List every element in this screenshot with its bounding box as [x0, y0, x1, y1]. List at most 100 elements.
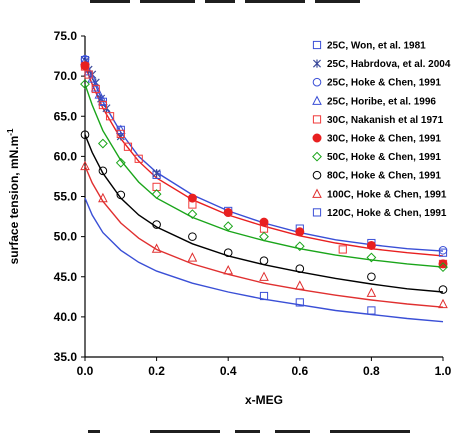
legend-marker	[312, 77, 322, 87]
y-tick-label: 60.0	[54, 149, 78, 163]
surface-tension-chart: 35.0 40.0 45.0 50.0 55.0 60.0 65.0 70.0 75.0 0.0…	[6, 29, 452, 407]
data-point	[223, 248, 233, 257]
fit-curve	[84, 65, 444, 257]
fit-curve	[84, 83, 444, 268]
legend-item: 50C, Hoke & Chen, 1991	[312, 151, 441, 163]
legend-label: 100C, Hoke & Chen, 1991	[327, 189, 447, 200]
legend-label: 25C, Hoke & Chen, 1991	[327, 78, 441, 89]
y-tick-label: 35.0	[54, 350, 78, 364]
data-point	[223, 208, 233, 218]
fit-curves	[84, 59, 444, 323]
legend-label: 50C, Hoke & Chen, 1991	[327, 152, 441, 163]
fit-curve	[84, 165, 444, 308]
fit-curve	[84, 197, 444, 323]
data-point	[80, 61, 90, 71]
legend-item: 30C, Nakanish et al 1971	[312, 115, 444, 126]
legend-item: 120C, Hoke & Chen, 1991	[312, 208, 447, 219]
data-point	[295, 264, 305, 274]
x-tick-label: 0.0	[77, 364, 94, 378]
data-point	[366, 252, 377, 263]
y-tick-label: 65.0	[54, 109, 78, 123]
data-point	[294, 241, 305, 252]
data-point	[366, 240, 376, 250]
legend-label: 25C, Horibe, et al. 1996	[327, 96, 436, 107]
x-tick-label: 0.6	[291, 364, 308, 378]
data-point	[152, 220, 161, 229]
x-axis: 0.0 0.2 0.4 0.6 0.8 1.0	[77, 357, 452, 378]
legend-item: 80C, Hoke & Chen, 1991	[312, 170, 441, 182]
y-axis: 35.0 40.0 45.0 50.0 55.0 60.0 65.0 70.0 75.0	[54, 29, 85, 364]
y-tick-label: 75.0	[54, 29, 78, 43]
legend-marker	[312, 133, 322, 143]
data-point	[438, 298, 448, 309]
data-point	[116, 190, 126, 200]
legend-label: 25C, Won, et al. 1981	[327, 41, 426, 52]
data-point	[98, 166, 108, 176]
data-markers	[80, 54, 448, 315]
top-cropped-text	[0, 0, 474, 5]
legend-marker	[312, 170, 322, 180]
data-point	[94, 89, 105, 99]
legend-item: 100C, Hoke & Chen, 1991	[312, 188, 447, 200]
series-7	[80, 130, 448, 294]
legend-item: 25C, Won, et al. 1981	[312, 41, 426, 52]
data-point	[438, 259, 448, 269]
data-point	[80, 79, 90, 90]
data-point	[438, 285, 448, 294]
legend-item: 25C, Habrdova, et al. 2004	[312, 59, 451, 70]
data-point	[187, 252, 198, 262]
y-axis-title: surface tension, mN.m-1	[6, 128, 21, 264]
legend-marker	[312, 151, 322, 162]
legend-marker	[312, 188, 322, 198]
data-point	[187, 193, 197, 203]
y-axis-title-superscript: -1	[6, 128, 15, 136]
y-tick-label: 55.0	[54, 190, 78, 204]
data-point	[223, 221, 234, 232]
data-point	[259, 271, 269, 281]
legend-marker	[312, 208, 322, 217]
data-point	[84, 70, 93, 79]
legend-item: 25C, Hoke & Chen, 1991	[312, 77, 441, 89]
data-point	[223, 265, 234, 275]
data-point	[259, 231, 269, 242]
data-point	[105, 112, 115, 121]
series-8	[80, 160, 448, 309]
x-tick-label: 1.0	[435, 364, 452, 378]
data-point	[151, 243, 162, 253]
data-point	[259, 217, 269, 227]
data-point	[259, 256, 269, 266]
data-point	[438, 245, 448, 255]
data-point	[116, 129, 125, 139]
x-tick-label: 0.4	[220, 364, 237, 378]
data-point	[123, 142, 133, 151]
y-tick-label: 45.0	[54, 270, 78, 284]
data-point	[80, 130, 90, 140]
data-point	[152, 169, 161, 178]
legend-label: 120C, Hoke & Chen, 1991	[327, 208, 447, 219]
legend-item: 30C, Hoke & Chen, 1991	[312, 133, 441, 145]
data-point	[259, 291, 269, 301]
data-point	[367, 272, 376, 282]
series-9	[259, 291, 376, 315]
data-point	[80, 160, 90, 171]
legend-item: 25C, Horibe, et al. 1996	[312, 95, 436, 107]
legend: 25C, Won, et al. 1981 25C, Habrdova, et a…	[312, 41, 451, 219]
legend-label: 30C, Nakanish et al 1971	[327, 115, 444, 126]
data-point	[438, 262, 448, 273]
series-5	[80, 61, 448, 269]
data-point	[151, 189, 162, 199]
data-point	[187, 209, 198, 220]
x-tick-label: 0.8	[363, 364, 380, 378]
fit-curve	[84, 134, 444, 293]
data-point	[367, 306, 376, 315]
data-point	[366, 287, 377, 297]
data-point	[98, 192, 108, 203]
data-point	[295, 298, 304, 307]
data-point	[134, 154, 143, 163]
data-point	[97, 138, 108, 149]
y-tick-label: 50.0	[54, 230, 78, 244]
data-point	[295, 227, 305, 237]
data-point	[98, 100, 108, 110]
legend-label: 80C, Hoke & Chen, 1991	[327, 171, 441, 182]
legend-label: 30C, Hoke & Chen, 1991	[327, 134, 441, 145]
